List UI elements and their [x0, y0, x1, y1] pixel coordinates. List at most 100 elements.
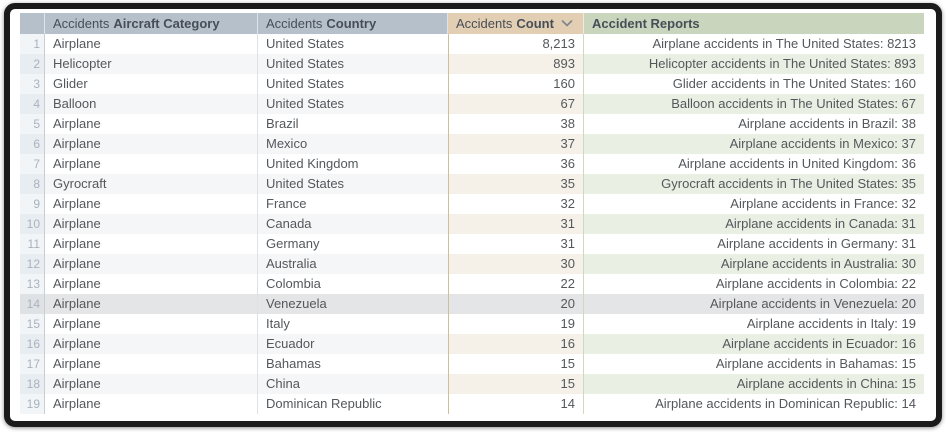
- cell-country[interactable]: United States: [258, 34, 448, 54]
- cell-accident-report[interactable]: Airplane accidents in Colombia: 22: [584, 274, 924, 294]
- cell-country[interactable]: Mexico: [258, 134, 448, 154]
- cell-accident-report[interactable]: Helicopter accidents in The United State…: [584, 54, 924, 74]
- column-header-country[interactable]: Accidents Country: [258, 13, 448, 34]
- cell-aircraft-category[interactable]: Airplane: [45, 374, 258, 394]
- cell-country[interactable]: United States: [258, 174, 448, 194]
- cell-accident-report[interactable]: Airplane accidents in France: 32: [584, 194, 924, 214]
- table-row[interactable]: 19 Airplane Dominican Republic 14 Airplane a…: [20, 394, 924, 414]
- table-row[interactable]: 2 Helicopter United States 893 Helicopter ac…: [20, 54, 924, 74]
- cell-country[interactable]: Colombia: [258, 274, 448, 294]
- cell-count[interactable]: 15: [448, 354, 584, 374]
- cell-country[interactable]: China: [258, 374, 448, 394]
- cell-count[interactable]: 16: [448, 334, 584, 354]
- cell-aircraft-category[interactable]: Airplane: [45, 254, 258, 274]
- table-row[interactable]: 7 Airplane United Kingdom 36 Airplane accide…: [20, 154, 924, 174]
- cell-aircraft-category[interactable]: Airplane: [45, 34, 258, 54]
- table-row[interactable]: 18 Airplane China 15 Airplane accidents in C…: [20, 374, 924, 394]
- table-row[interactable]: 14 Airplane Venezuela 20 Airplane accidents …: [20, 294, 924, 314]
- sort-desc-chevron-down-icon[interactable]: [561, 20, 573, 27]
- cell-aircraft-category[interactable]: Airplane: [45, 274, 258, 294]
- table-row[interactable]: 12 Airplane Australia 30 Airplane accidents …: [20, 254, 924, 274]
- cell-country[interactable]: Bahamas: [258, 354, 448, 374]
- cell-country[interactable]: Brazil: [258, 114, 448, 134]
- table-row[interactable]: 16 Airplane Ecuador 16 Airplane accidents in…: [20, 334, 924, 354]
- cell-accident-report[interactable]: Airplane accidents in Ecuador: 16: [584, 334, 924, 354]
- cell-accident-report[interactable]: Airplane accidents in United Kingdom: 36: [584, 154, 924, 174]
- column-header-aircraft-category[interactable]: Accidents Aircraft Category: [45, 13, 258, 34]
- cell-country[interactable]: Ecuador: [258, 334, 448, 354]
- cell-accident-report[interactable]: Airplane accidents in Bahamas: 15: [584, 354, 924, 374]
- cell-count[interactable]: 31: [448, 234, 584, 254]
- cell-count[interactable]: 67: [448, 94, 584, 114]
- cell-accident-report[interactable]: Airplane accidents in Australia: 30: [584, 254, 924, 274]
- cell-accident-report[interactable]: Airplane accidents in Canada: 31: [584, 214, 924, 234]
- cell-aircraft-category[interactable]: Airplane: [45, 294, 258, 314]
- cell-count[interactable]: 35: [448, 174, 584, 194]
- cell-aircraft-category[interactable]: Airplane: [45, 394, 258, 414]
- cell-aircraft-category[interactable]: Airplane: [45, 354, 258, 374]
- table-row[interactable]: 13 Airplane Colombia 22 Airplane accidents i…: [20, 274, 924, 294]
- cell-country[interactable]: United Kingdom: [258, 154, 448, 174]
- cell-count[interactable]: 31: [448, 214, 584, 234]
- table-row[interactable]: 15 Airplane Italy 19 Airplane accidents in I…: [20, 314, 924, 334]
- cell-accident-report[interactable]: Airplane accidents in Germany: 31: [584, 234, 924, 254]
- cell-aircraft-category[interactable]: Helicopter: [45, 54, 258, 74]
- table-row[interactable]: 17 Airplane Bahamas 15 Airplane accidents in…: [20, 354, 924, 374]
- cell-aircraft-category[interactable]: Airplane: [45, 114, 258, 134]
- cell-count[interactable]: 8,213: [448, 34, 584, 54]
- cell-count[interactable]: 20: [448, 294, 584, 314]
- cell-aircraft-category[interactable]: Airplane: [45, 234, 258, 254]
- cell-country[interactable]: United States: [258, 54, 448, 74]
- cell-country[interactable]: France: [258, 194, 448, 214]
- cell-country[interactable]: Germany: [258, 234, 448, 254]
- cell-country[interactable]: Canada: [258, 214, 448, 234]
- cell-aircraft-category[interactable]: Glider: [45, 74, 258, 94]
- cell-aircraft-category[interactable]: Airplane: [45, 214, 258, 234]
- cell-count[interactable]: 14: [448, 394, 584, 414]
- cell-aircraft-category[interactable]: Balloon: [45, 94, 258, 114]
- cell-count[interactable]: 38: [448, 114, 584, 134]
- cell-accident-report[interactable]: Balloon accidents in The United States: …: [584, 94, 924, 114]
- cell-accident-report[interactable]: Airplane accidents in Brazil: 38: [584, 114, 924, 134]
- cell-accident-report[interactable]: Airplane accidents in Italy: 19: [584, 314, 924, 334]
- cell-count[interactable]: 19: [448, 314, 584, 334]
- cell-country[interactable]: Venezuela: [258, 294, 448, 314]
- table-row[interactable]: 3 Glider United States 160 Glider accidents …: [20, 74, 924, 94]
- table-row[interactable]: 9 Airplane France 32 Airplane accidents in F…: [20, 194, 924, 214]
- cell-aircraft-category[interactable]: Airplane: [45, 154, 258, 174]
- cell-accident-report[interactable]: Glider accidents in The United States: 1…: [584, 74, 924, 94]
- table-row[interactable]: 10 Airplane Canada 31 Airplane accidents in …: [20, 214, 924, 234]
- table-row[interactable]: 11 Airplane Germany 31 Airplane accidents in…: [20, 234, 924, 254]
- cell-aircraft-category[interactable]: Airplane: [45, 134, 258, 154]
- cell-accident-report[interactable]: Airplane accidents in Mexico: 37: [584, 134, 924, 154]
- cell-aircraft-category[interactable]: Airplane: [45, 314, 258, 334]
- cell-country[interactable]: Italy: [258, 314, 448, 334]
- cell-count[interactable]: 32: [448, 194, 584, 214]
- cell-count[interactable]: 893: [448, 54, 584, 74]
- cell-count[interactable]: 37: [448, 134, 584, 154]
- cell-aircraft-category[interactable]: Gyrocraft: [45, 174, 258, 194]
- table-row[interactable]: 5 Airplane Brazil 38 Airplane accidents in B…: [20, 114, 924, 134]
- cell-country[interactable]: Dominican Republic: [258, 394, 448, 414]
- table-row[interactable]: 1 Airplane United States 8,213 Airplane acci…: [20, 34, 924, 54]
- cell-accident-report[interactable]: Airplane accidents in Venezuela: 20: [584, 294, 924, 314]
- cell-count[interactable]: 30: [448, 254, 584, 274]
- cell-count[interactable]: 15: [448, 374, 584, 394]
- cell-accident-report[interactable]: Airplane accidents in Dominican Republic…: [584, 394, 924, 414]
- table-row[interactable]: 4 Balloon United States 67 Balloon accidents…: [20, 94, 924, 114]
- cell-country[interactable]: United States: [258, 94, 448, 114]
- cell-aircraft-category[interactable]: Airplane: [45, 194, 258, 214]
- table-row[interactable]: 8 Gyrocraft United States 35 Gyrocraft accid…: [20, 174, 924, 194]
- column-header-accident-reports[interactable]: Accident Reports: [584, 13, 924, 34]
- cell-count[interactable]: 36: [448, 154, 584, 174]
- cell-accident-report[interactable]: Airplane accidents in China: 15: [584, 374, 924, 394]
- cell-country[interactable]: Australia: [258, 254, 448, 274]
- table-row[interactable]: 6 Airplane Mexico 37 Airplane accidents in M…: [20, 134, 924, 154]
- cell-count[interactable]: 160: [448, 74, 584, 94]
- cell-aircraft-category[interactable]: Airplane: [45, 334, 258, 354]
- cell-accident-report[interactable]: Gyrocraft accidents in The United States…: [584, 174, 924, 194]
- cell-accident-report[interactable]: Airplane accidents in The United States:…: [584, 34, 924, 54]
- column-header-count[interactable]: Accidents Count: [448, 13, 584, 34]
- cell-count[interactable]: 22: [448, 274, 584, 294]
- cell-country[interactable]: United States: [258, 74, 448, 94]
